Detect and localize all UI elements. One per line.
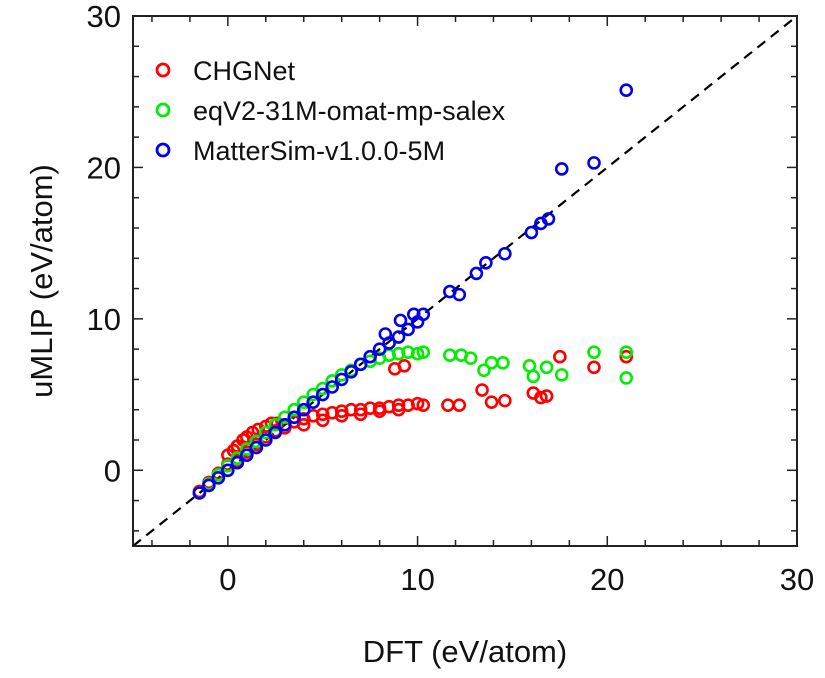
x-tick-label: 30 <box>780 562 814 597</box>
legend-marker <box>155 62 171 78</box>
data-point <box>277 418 292 432</box>
data-point <box>192 486 207 500</box>
data-point <box>268 425 283 440</box>
legend-marker <box>155 142 171 158</box>
data-point <box>443 348 457 363</box>
data-point <box>344 365 358 379</box>
data-point <box>315 413 330 428</box>
data-point <box>287 402 302 417</box>
x-tick-label: 10 <box>400 562 434 597</box>
tick-labels: 0 10 20 30 0 10 20 30 <box>87 0 815 597</box>
data-point <box>484 355 499 370</box>
data-point <box>539 360 554 375</box>
data-point <box>353 407 368 422</box>
data-point <box>393 313 408 328</box>
data-point <box>401 322 415 337</box>
y-tick-label: 10 <box>87 302 121 337</box>
data-point <box>469 266 484 281</box>
data-point <box>587 156 601 170</box>
data-point <box>251 422 266 437</box>
data-point <box>587 345 601 359</box>
data-point <box>277 410 292 425</box>
data-point <box>240 448 254 462</box>
data-point <box>378 327 393 341</box>
data-point <box>541 212 556 226</box>
data-point <box>296 402 311 417</box>
y-tick-label: 30 <box>87 0 121 34</box>
data-point <box>587 360 601 375</box>
data-point <box>526 369 541 384</box>
data-point <box>306 395 321 409</box>
data-point <box>397 358 412 373</box>
data-point <box>498 393 512 408</box>
series-1 <box>192 345 634 500</box>
plot-frame <box>132 15 798 547</box>
y-tick-label: 20 <box>87 150 121 185</box>
data-point <box>534 390 548 405</box>
data-point <box>477 363 491 378</box>
data-point <box>202 478 216 493</box>
data-point <box>315 387 330 402</box>
data-point <box>296 418 311 432</box>
data-point <box>554 368 569 382</box>
data-point <box>619 371 634 385</box>
data-point <box>258 425 273 440</box>
y-tick-label: 0 <box>104 453 121 488</box>
data-point <box>475 383 489 397</box>
data-point <box>416 398 431 412</box>
legend-label: MatterSim-v1.0.0-5M <box>193 136 445 166</box>
data-point <box>221 463 235 478</box>
data-point <box>452 287 467 302</box>
x-axis-label: DFT (eV/atom) <box>363 634 567 669</box>
legend-label: CHGNet <box>193 56 296 86</box>
data-point <box>406 307 421 322</box>
data-point <box>353 357 368 372</box>
data-point <box>287 410 302 425</box>
data-point <box>619 83 634 97</box>
data-point <box>211 471 226 485</box>
data-point <box>372 404 387 419</box>
data-point <box>391 330 406 344</box>
y-axis-label: uMLIP (eV/atom) <box>24 164 59 398</box>
data-point <box>524 225 539 240</box>
data-point <box>619 349 634 364</box>
data-point <box>230 455 245 470</box>
data-point <box>296 395 311 409</box>
series-2 <box>192 83 634 500</box>
data-point <box>391 402 406 417</box>
data-point <box>410 396 425 411</box>
data-point <box>372 342 387 356</box>
data-point <box>410 346 425 361</box>
legend-label: eqV2-31M-omat-mp-salex <box>193 96 506 126</box>
data-point <box>258 433 273 447</box>
data-point <box>484 395 499 409</box>
data-point <box>334 372 349 387</box>
data-point <box>498 246 512 261</box>
legend: CHGNet eqV2-31M-omat-mp-salex MatterSim-v1… <box>155 56 506 166</box>
data-point <box>334 408 349 423</box>
data-point <box>249 440 264 455</box>
data-point <box>553 349 567 364</box>
data-point <box>463 351 478 366</box>
data-point <box>268 418 283 432</box>
legend-marker <box>155 102 171 118</box>
data-point <box>416 307 431 322</box>
data-point <box>619 345 634 359</box>
data-point <box>496 355 510 370</box>
data-point <box>391 398 406 412</box>
data-point <box>479 256 493 270</box>
data-point <box>539 389 554 403</box>
x-tick-label: 0 <box>219 562 236 597</box>
data-point <box>306 387 321 402</box>
data-point <box>363 349 377 364</box>
data-point <box>325 380 340 394</box>
data-point <box>416 345 431 359</box>
data-points <box>192 83 634 500</box>
data-point <box>441 398 455 412</box>
x-tick-label: 20 <box>590 562 624 597</box>
data-point <box>554 162 569 176</box>
data-point <box>452 398 467 412</box>
